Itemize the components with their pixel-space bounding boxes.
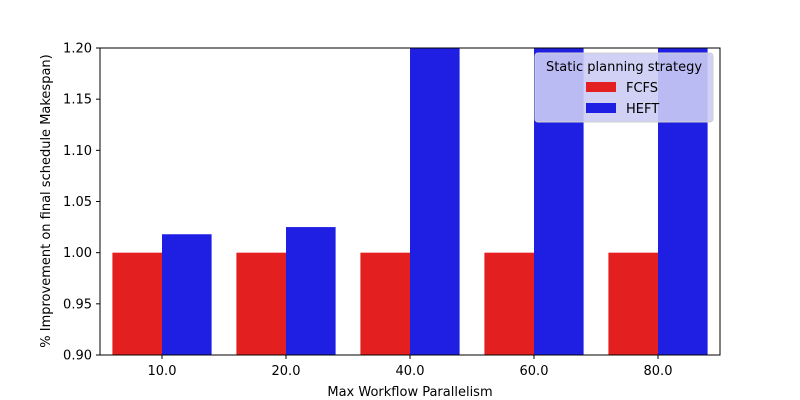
bar-fcfs-20.0	[236, 252, 286, 355]
y-tick-label: 0.95	[63, 297, 92, 312]
x-tick-label: 20.0	[272, 364, 301, 379]
legend-box	[534, 52, 714, 123]
bars-layer	[112, 48, 708, 355]
y-tick-label: 1.20	[63, 42, 92, 57]
legend-label-heft: HEFT	[626, 102, 659, 117]
bar-fcfs-40.0	[360, 252, 410, 355]
bar-fcfs-10.0	[112, 252, 162, 355]
bar-heft-10.0	[162, 234, 212, 355]
y-axis: 0.90 0.95 1.00 1.05 1.10 1.15 1.20	[63, 42, 100, 364]
y-tick-label: 1.10	[63, 144, 92, 159]
bar-fcfs-60.0	[484, 252, 534, 355]
x-tick-label: 80.0	[644, 364, 673, 379]
y-tick-label: 1.05	[63, 195, 92, 210]
y-axis-label: % Improvement on final schedule Makespan…	[39, 54, 54, 347]
x-axis: 10.0 20.0 40.0 60.0 80.0	[148, 355, 673, 379]
y-tick-label: 1.00	[63, 246, 92, 261]
x-tick-label: 60.0	[520, 364, 549, 379]
y-tick-label: 0.90	[63, 349, 92, 364]
x-tick-label: 10.0	[148, 364, 177, 379]
bar-fcfs-80.0	[608, 252, 658, 355]
x-axis-label: Max Workflow Parallelism	[327, 385, 492, 400]
legend-label-fcfs: FCFS	[626, 81, 658, 96]
y-tick-label: 1.15	[63, 93, 92, 108]
legend-swatch-heft	[586, 103, 616, 113]
bar-heft-20.0	[286, 227, 336, 355]
x-tick-label: 40.0	[396, 364, 425, 379]
legend: Static planning strategy FCFS HEFT	[534, 52, 714, 123]
legend-swatch-fcfs	[586, 82, 616, 92]
legend-title: Static planning strategy	[546, 60, 702, 75]
bar-heft-40.0	[410, 48, 460, 355]
